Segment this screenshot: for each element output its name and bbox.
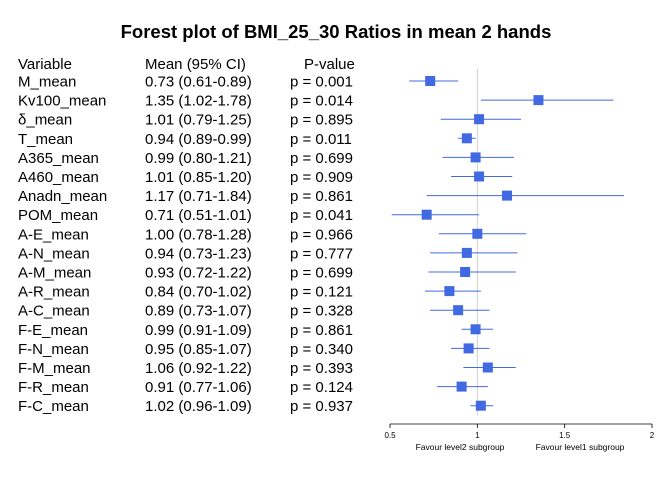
row-variable: Kv100_mean xyxy=(18,93,106,110)
row-pvalue: p = 0.937 xyxy=(290,398,353,415)
point-marker xyxy=(444,286,455,297)
row-variable: A-C_mean xyxy=(18,303,90,320)
row-mean-ci: 0.84 (0.70-1.02) xyxy=(145,284,252,301)
row-mean-ci: 0.71 (0.51-1.01) xyxy=(145,207,252,224)
row-variable: δ_mean xyxy=(18,112,72,129)
row-pvalue: p = 0.909 xyxy=(290,169,353,186)
table-rows: M_mean 0.73 (0.61-0.89) p = 0.001 Kv100_mea… xyxy=(18,74,353,416)
header-pvalue: P-value xyxy=(304,56,355,73)
row-pvalue: p = 0.895 xyxy=(290,112,353,129)
point-marker xyxy=(425,76,436,86)
row-pvalue: p = 0.328 xyxy=(290,303,353,320)
row-variable: F-E_mean xyxy=(18,322,88,339)
point-marker xyxy=(474,114,485,125)
favour-left-label: Favour level2 subgroup xyxy=(416,442,505,452)
point-marker xyxy=(421,209,432,220)
point-marker xyxy=(502,190,513,201)
row-variable: A-E_mean xyxy=(18,226,89,243)
header-mean-ci: Mean (95% CI) xyxy=(145,56,246,73)
row-mean-ci: 0.91 (0.77-1.06) xyxy=(145,379,252,396)
x-tick-label: 0.5 xyxy=(384,431,396,440)
point-marker xyxy=(460,267,471,277)
row-pvalue: p = 0.340 xyxy=(290,341,353,358)
row-variable: A-N_mean xyxy=(18,245,90,262)
row-pvalue: p = 0.041 xyxy=(290,207,353,224)
row-variable: F-M_mean xyxy=(18,360,91,377)
point-marker xyxy=(482,362,493,373)
row-variable: T_mean xyxy=(18,131,73,148)
row-mean-ci: 1.01 (0.85-1.20) xyxy=(145,169,252,186)
row-pvalue: p = 0.124 xyxy=(290,379,353,396)
plot-area xyxy=(391,69,625,416)
point-marker xyxy=(533,95,544,106)
row-variable: M_mean xyxy=(18,74,76,91)
header-variable: Variable xyxy=(18,56,72,73)
row-mean-ci: 0.93 (0.72-1.22) xyxy=(145,265,252,282)
row-mean-ci: 0.95 (0.85-1.07) xyxy=(145,341,252,358)
row-mean-ci: 0.73 (0.61-0.89) xyxy=(145,74,252,91)
point-marker xyxy=(470,152,481,163)
row-pvalue: p = 0.014 xyxy=(290,93,353,110)
row-variable: F-C_mean xyxy=(18,398,89,415)
row-mean-ci: 0.99 (0.80-1.21) xyxy=(145,150,252,167)
point-marker xyxy=(470,324,481,335)
row-pvalue: p = 0.121 xyxy=(290,284,353,301)
row-variable: A460_mean xyxy=(18,169,99,186)
x-axis: 0.5 1 1.5 2 xyxy=(384,423,655,440)
row-mean-ci: 1.01 (0.79-1.25) xyxy=(145,112,252,129)
row-variable: F-N_mean xyxy=(18,341,89,358)
chart-title: Forest plot of BMI_25_30 Ratios in mean … xyxy=(121,21,552,42)
row-mean-ci: 1.00 (0.78-1.28) xyxy=(145,226,252,243)
row-pvalue: p = 0.966 xyxy=(290,226,353,243)
row-mean-ci: 0.94 (0.73-1.23) xyxy=(145,245,252,262)
x-tick-label: 2 xyxy=(650,431,655,440)
row-variable: Anadn_mean xyxy=(18,188,107,205)
row-mean-ci: 0.94 (0.89-0.99) xyxy=(145,131,252,148)
row-variable: POM_mean xyxy=(18,207,98,224)
row-mean-ci: 1.06 (0.92-1.22) xyxy=(145,360,252,377)
row-pvalue: p = 0.861 xyxy=(290,188,353,205)
point-marker xyxy=(463,343,474,354)
row-mean-ci: 1.17 (0.71-1.84) xyxy=(145,188,252,205)
row-variable: A365_mean xyxy=(18,150,99,167)
row-variable: F-R_mean xyxy=(18,379,89,396)
row-variable: A-M_mean xyxy=(18,265,91,282)
point-marker xyxy=(461,247,472,258)
x-tick-label: 1.5 xyxy=(559,431,571,440)
favour-right-label: Favour level1 subgroup xyxy=(536,442,625,452)
row-mean-ci: 0.89 (0.73-1.07) xyxy=(145,303,252,320)
row-mean-ci: 1.02 (0.96-1.09) xyxy=(145,398,252,415)
row-pvalue: p = 0.861 xyxy=(290,322,353,339)
row-pvalue: p = 0.393 xyxy=(290,360,353,377)
row-pvalue: p = 0.699 xyxy=(290,265,353,282)
point-marker xyxy=(472,228,483,239)
point-marker xyxy=(475,400,486,411)
point-marker xyxy=(461,133,472,144)
row-mean-ci: 1.35 (1.02-1.78) xyxy=(145,93,252,110)
row-pvalue: p = 0.001 xyxy=(290,74,353,91)
point-marker xyxy=(456,381,467,392)
point-marker xyxy=(474,171,485,182)
row-mean-ci: 0.99 (0.91-1.09) xyxy=(145,322,252,339)
row-pvalue: p = 0.777 xyxy=(290,245,353,262)
row-variable: A-R_mean xyxy=(18,284,90,301)
row-pvalue: p = 0.699 xyxy=(290,150,353,167)
x-tick-label: 1 xyxy=(475,431,480,440)
point-marker xyxy=(453,305,464,316)
row-pvalue: p = 0.011 xyxy=(290,131,352,148)
